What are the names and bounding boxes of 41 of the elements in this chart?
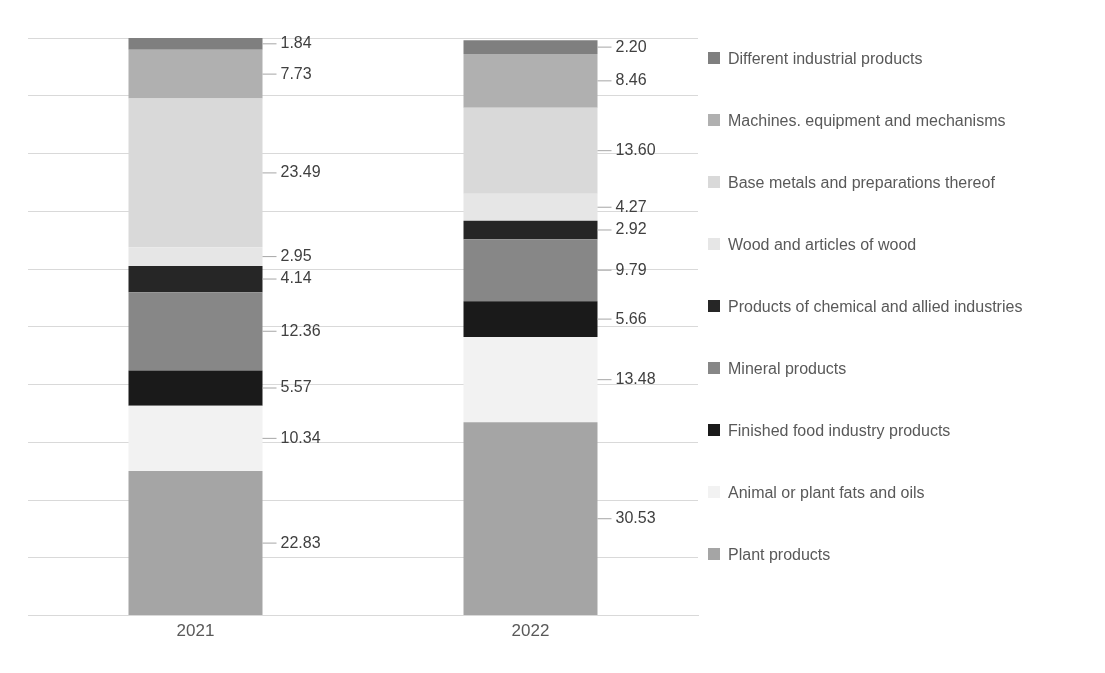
bar [463, 239, 598, 302]
legend-label: Animal or plant fats and oils [728, 483, 926, 503]
data-label: 2.95 [280, 247, 312, 265]
bar [463, 40, 598, 55]
data-label: 30.53 [615, 509, 656, 527]
bar [128, 38, 263, 50]
data-label: 5.66 [615, 309, 647, 327]
x-tick-label: 2022 [511, 621, 550, 641]
bar [128, 247, 263, 266]
data-label: 8.46 [615, 71, 647, 89]
data-label: 5.57 [280, 378, 312, 396]
legend-label: Different industrial products [728, 49, 924, 69]
bar [128, 370, 263, 406]
data-label: 4.14 [280, 269, 312, 287]
x-tick-label: 2021 [176, 621, 215, 641]
data-label: 23.49 [280, 163, 321, 181]
bar [128, 265, 263, 293]
bar [128, 292, 263, 371]
bar [128, 405, 263, 472]
legend-label: Mineral products [728, 359, 848, 379]
legend-label: Finished food industry products [728, 421, 952, 441]
data-label: 2.20 [615, 37, 647, 55]
data-label: 13.60 [615, 141, 656, 159]
data-label: 12.36 [280, 321, 321, 339]
legend-label: Machines. equipment and mechanisms [728, 111, 1007, 131]
legend-label: Base metals and preparations thereof [728, 173, 996, 193]
legend-label: Plant products [728, 545, 832, 565]
bar [463, 301, 598, 338]
data-label: 1.84 [280, 34, 312, 52]
data-label: 13.48 [615, 370, 656, 388]
data-label: 4.27 [615, 197, 647, 215]
data-label: 9.79 [615, 260, 647, 278]
legend-label: Wood and articles of wood [728, 235, 918, 255]
bar [463, 193, 598, 221]
data-label: 7.73 [280, 64, 312, 82]
data-label: 10.34 [280, 428, 321, 446]
bar [463, 337, 598, 423]
legend-label: Products of chemical and allied industries [728, 297, 1024, 317]
data-label: 2.92 [615, 220, 647, 238]
bar [463, 220, 598, 240]
data-label: 22.83 [280, 533, 321, 551]
